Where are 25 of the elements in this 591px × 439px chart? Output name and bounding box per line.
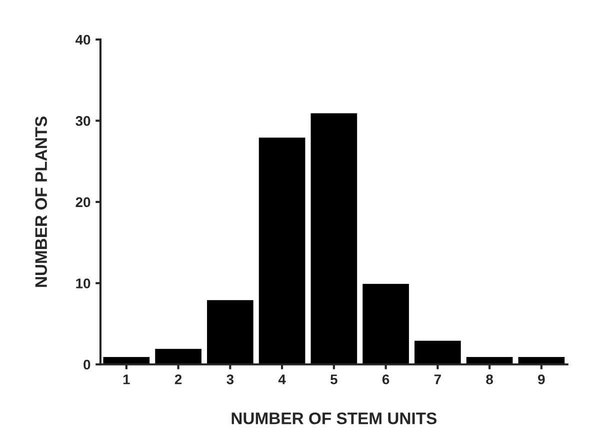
x-tick-label: 4 <box>278 374 286 384</box>
bar <box>154 347 203 364</box>
bar <box>257 136 307 364</box>
x-tick-label: 3 <box>226 374 234 384</box>
x-tick-label: 7 <box>434 374 441 384</box>
x-tick-label: 8 <box>486 374 493 384</box>
bar <box>102 356 151 364</box>
x-tick-label: 2 <box>174 374 182 384</box>
y-tick-label: 0 <box>84 360 90 370</box>
bar <box>361 282 410 364</box>
bar <box>413 339 462 364</box>
y-tick-label: 10 <box>76 278 90 288</box>
x-tick-label: 5 <box>330 374 338 384</box>
x-axis-title: NUMBER OF STEM UNITS <box>232 412 437 424</box>
y-tick-label: 30 <box>76 116 90 126</box>
y-axis-title: NUMBER OF PLANTS <box>35 116 48 287</box>
x-tick-label: 9 <box>538 374 545 384</box>
x-tick-label: 1 <box>123 374 130 384</box>
x-tick-label: 6 <box>382 374 390 384</box>
bar <box>206 298 255 364</box>
bar <box>516 356 566 364</box>
y-tick-label: 20 <box>76 197 90 208</box>
y-tick-label: 40 <box>76 34 90 45</box>
bar <box>464 356 514 364</box>
bar <box>309 112 358 364</box>
